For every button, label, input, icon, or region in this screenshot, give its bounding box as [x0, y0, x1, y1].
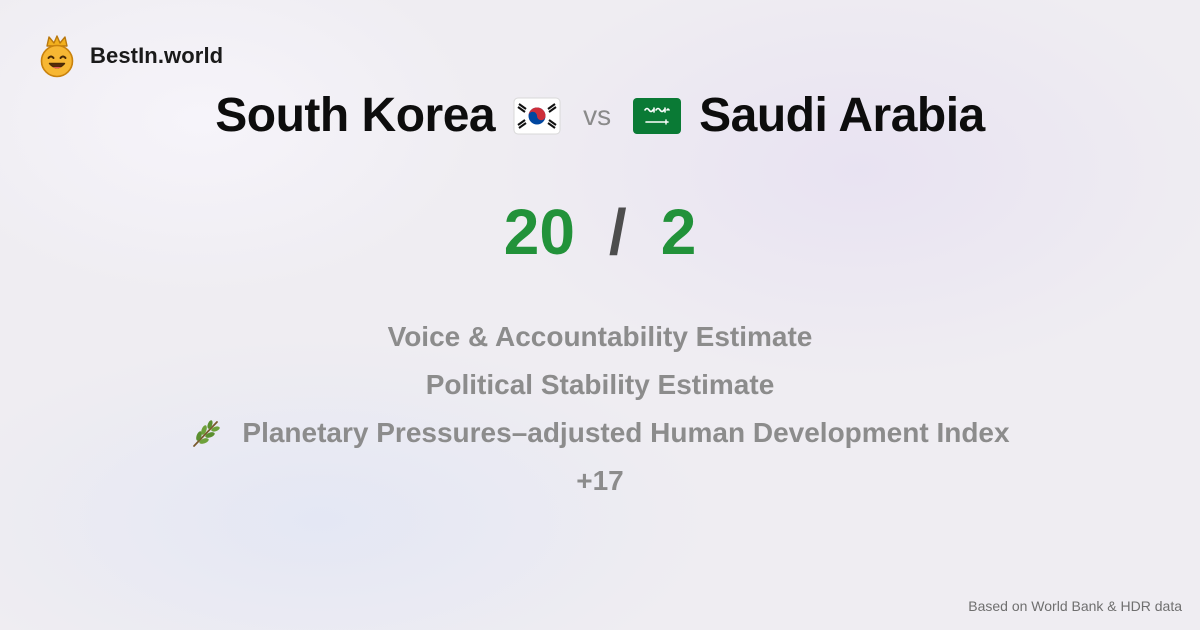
leaf-branch-icon [193, 420, 221, 447]
saudi-arabia-flag-icon [633, 98, 682, 134]
comparison-title: South Korea vs Saud [0, 86, 1200, 146]
right-country-name: Saudi Arabia [699, 89, 985, 142]
metric-label: Political Stability Estimate [425, 369, 775, 400]
data-source-note: Based on World Bank & HDR data [968, 598, 1182, 614]
metric-label: Planetary Pressures–adjusted Human Devel… [242, 417, 1010, 448]
crowned-smiley-icon [40, 35, 74, 78]
score-separator: / [608, 196, 627, 268]
south-korea-flag-icon [513, 97, 561, 135]
left-country-name: South Korea [215, 89, 496, 142]
left-score: 20 [503, 196, 575, 268]
brand-name: BestIn.world [90, 43, 224, 68]
brand[interactable]: BestIn.world [38, 34, 223, 78]
metric-item: Planetary Pressures–adjusted Human Devel… [0, 409, 1200, 457]
metric-list: Voice & Accountability Estimate Politica… [0, 313, 1200, 505]
vs-label: vs [583, 100, 612, 131]
more-metrics-count: +17 [576, 465, 624, 496]
score: 20 / 2 [0, 196, 1200, 268]
right-score: 2 [660, 196, 697, 268]
metric-item: Voice & Accountability Estimate [0, 313, 1200, 361]
metric-label: Voice & Accountability Estimate [387, 321, 813, 352]
metric-item: Political Stability Estimate [0, 361, 1200, 409]
